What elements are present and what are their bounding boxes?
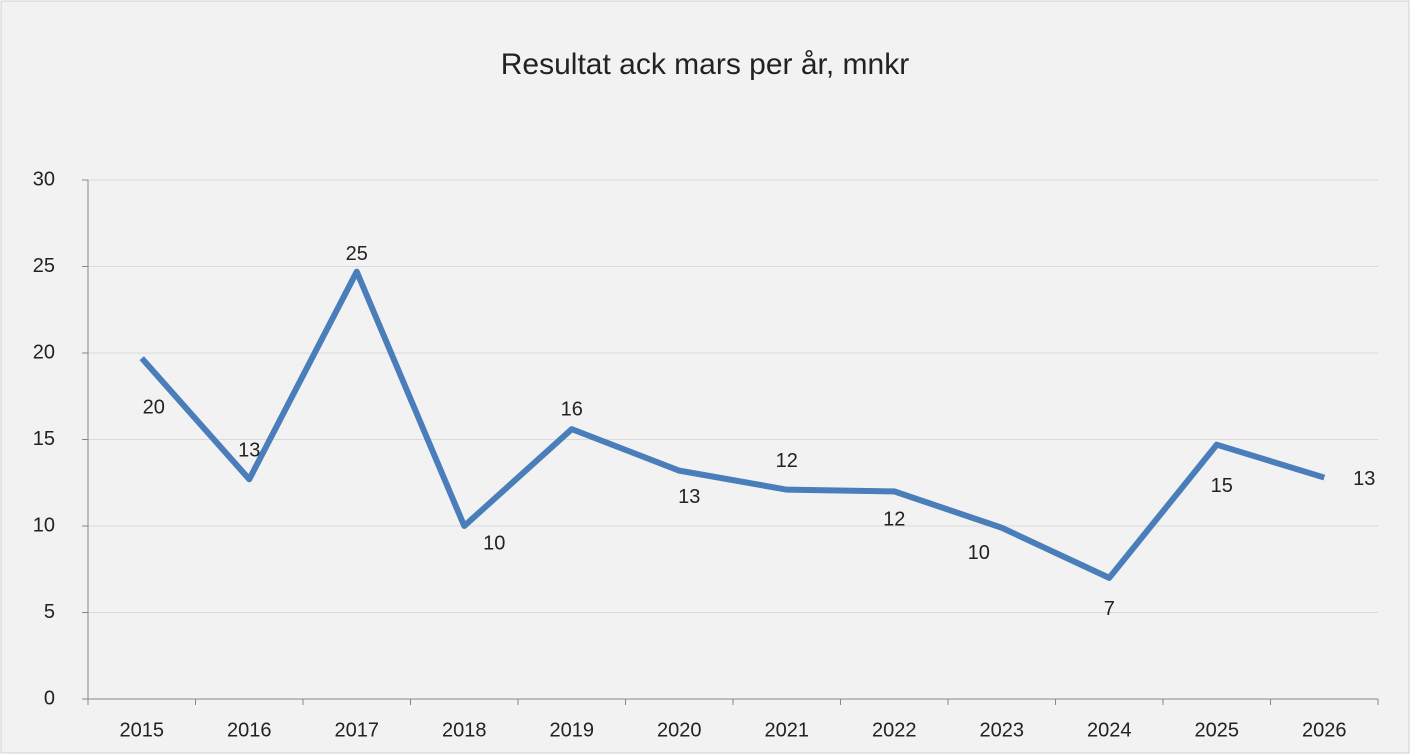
y-tick-label: 0 xyxy=(44,687,55,709)
x-tick-label: 2022 xyxy=(872,719,917,741)
data-label: 15 xyxy=(1211,475,1233,497)
data-label: 10 xyxy=(968,542,990,564)
series-line xyxy=(139,268,1326,581)
x-tick-label: 2021 xyxy=(765,719,810,741)
x-tick-label: 2023 xyxy=(980,719,1025,741)
data-label: 16 xyxy=(561,398,583,420)
y-tick-label: 20 xyxy=(33,341,55,363)
x-tick-label: 2024 xyxy=(1087,719,1132,741)
x-tick-label: 2016 xyxy=(227,719,272,741)
x-tick-label: 2017 xyxy=(335,719,380,741)
x-tick-label: 2026 xyxy=(1302,719,1347,741)
data-label: 13 xyxy=(1353,468,1375,490)
y-tick-label: 25 xyxy=(33,255,55,277)
data-label: 10 xyxy=(483,532,505,554)
y-tick-label: 15 xyxy=(33,428,55,450)
data-label: 25 xyxy=(346,243,368,265)
data-label: 13 xyxy=(238,440,260,462)
data-label: 7 xyxy=(1104,598,1115,620)
x-tick-label: 2015 xyxy=(120,719,165,741)
y-tick-label: 30 xyxy=(33,168,55,190)
chart-title: Resultat ack mars per år, mnkr xyxy=(501,48,909,81)
data-label: 20 xyxy=(143,396,165,418)
x-tick-label: 2020 xyxy=(657,719,702,741)
x-tick-label: 2025 xyxy=(1195,719,1240,741)
data-label: 12 xyxy=(883,509,905,531)
x-tick-label: 2019 xyxy=(550,719,595,741)
x-tick-label: 2018 xyxy=(442,719,487,741)
data-label: 13 xyxy=(678,486,700,508)
y-tick-label: 5 xyxy=(44,601,55,623)
data-label: 12 xyxy=(776,450,798,472)
y-tick-label: 10 xyxy=(33,514,55,536)
